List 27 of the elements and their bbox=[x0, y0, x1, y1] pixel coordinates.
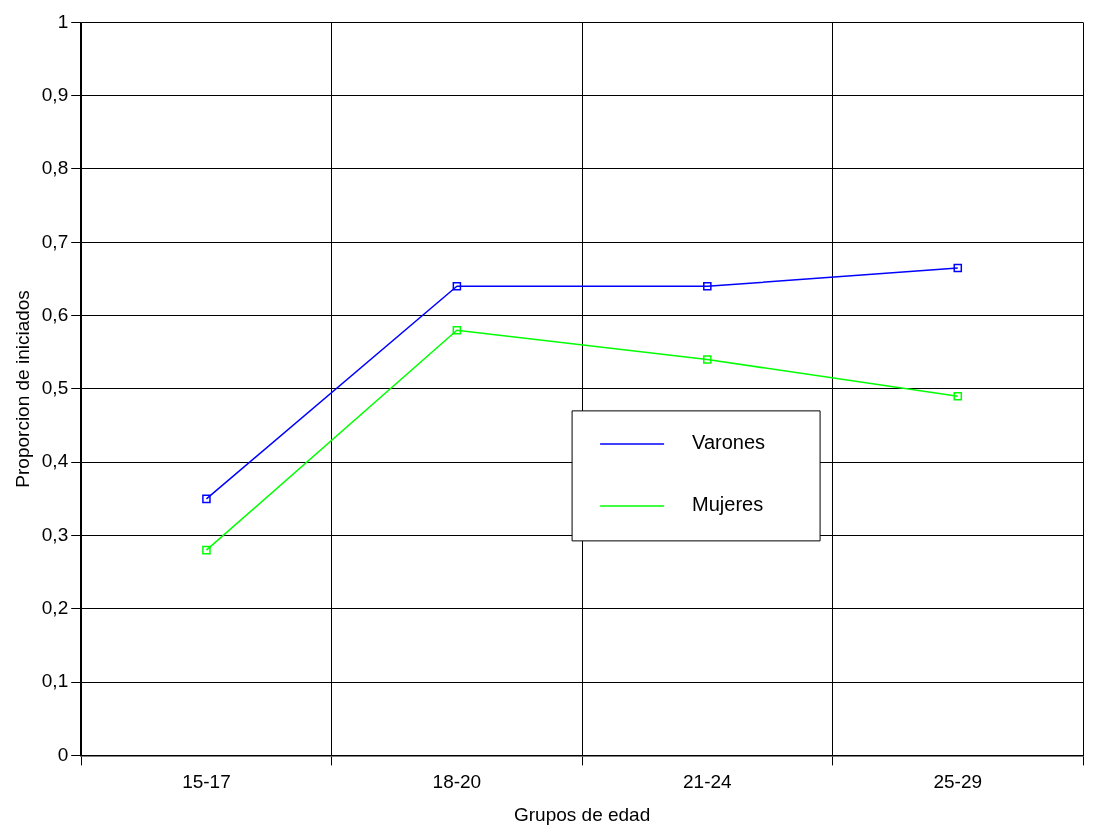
point bbox=[202, 545, 211, 555]
y-tick-label: 0,8 bbox=[41, 157, 69, 179]
point bbox=[703, 355, 712, 364]
x-tick-label: 21-24 bbox=[683, 771, 733, 793]
legend-label: Mujeres bbox=[692, 493, 764, 516]
point bbox=[953, 263, 963, 273]
y-tick-label: 0,9 bbox=[41, 83, 69, 105]
y-tick-label: 1 bbox=[57, 10, 69, 32]
y-tick-label: 0,5 bbox=[41, 377, 69, 399]
x-axis-title: Grupos de edad bbox=[513, 803, 651, 825]
point bbox=[452, 281, 462, 291]
y-tick-label: 0 bbox=[57, 743, 69, 765]
x-tick-label: 15-17 bbox=[182, 771, 231, 793]
point bbox=[703, 281, 712, 291]
point bbox=[953, 391, 963, 401]
y-tick-label: 0,1 bbox=[41, 670, 69, 692]
point bbox=[202, 494, 211, 504]
y-tick-label: 0,7 bbox=[41, 230, 69, 252]
y-tick-label: 0,4 bbox=[41, 450, 69, 472]
legend-label: Varones bbox=[692, 431, 766, 454]
x-tick-label: 25-29 bbox=[933, 771, 983, 793]
point bbox=[452, 325, 462, 335]
y-axis-title: Proporcion de iniciados bbox=[11, 290, 33, 488]
x-tick-label: 18-20 bbox=[432, 771, 482, 793]
y-tick-label: 0,6 bbox=[41, 303, 69, 325]
y-tick-label: 0,3 bbox=[41, 523, 69, 545]
y-tick-label: 0,2 bbox=[41, 597, 69, 619]
